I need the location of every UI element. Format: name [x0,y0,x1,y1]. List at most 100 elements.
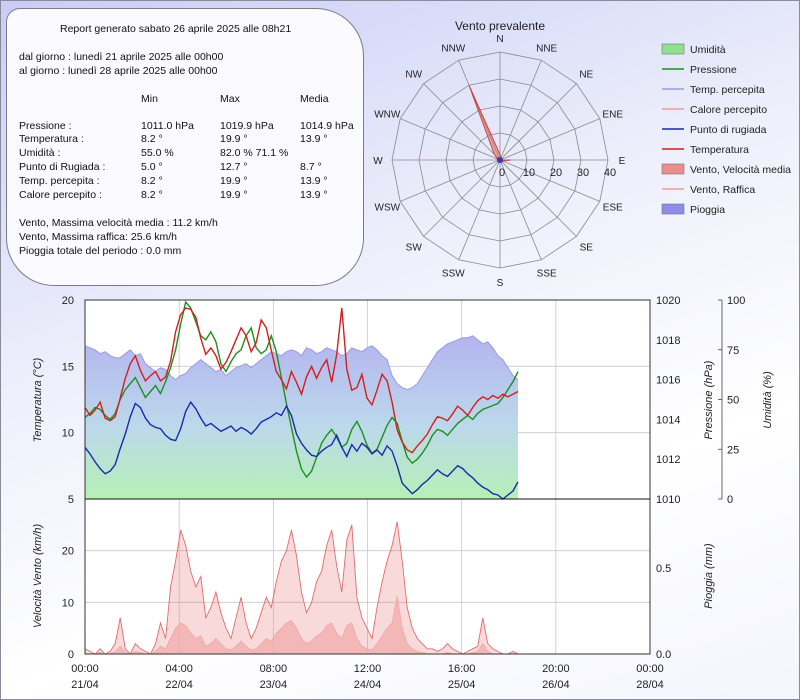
rose-direction-label: WSW [375,203,401,214]
rose-direction-label: WNW [374,109,401,120]
x-tick-time: 16:00 [448,663,476,675]
row-avg: 1014.9 hPa [300,120,354,132]
legend-swatch [661,163,685,175]
rose-direction-label: SSW [442,269,465,280]
x-tick-date: 23/04 [260,679,288,691]
legend-label: Pioggia [690,204,725,216]
summary-panel: Report generato sabato 26 aprile 2025 al… [6,8,364,286]
row-min: 1011.0 hPa [141,120,194,132]
legend-label: Vento, Raffica [690,184,755,196]
row-min: 8.2 ° [141,133,163,145]
row-label: Temp. percepita : [19,175,100,187]
rose-direction-label: SE [580,242,594,253]
x-tick-date: 26/04 [542,679,570,691]
row-min: 8.2 ° [141,189,163,201]
y-tick-wind: 20 [62,546,74,558]
rose-spoke [499,118,600,161]
rose-spoke [499,159,577,237]
row-label: Temperatura : [19,133,84,145]
rose-direction-label: ESE [603,203,623,214]
row-max: 82.0 % 71.1 % [220,147,289,159]
row-label: Punto di Rugiada : [19,161,106,173]
rose-spoke [423,83,501,161]
report-from: dal giorno : lunedì 21 aprile 2025 alle … [19,51,224,63]
y-axis-label-humidity: Umidità (%) [762,371,774,429]
wind-gust-line [84,521,519,655]
x-tick-time: 08:00 [260,663,288,675]
summary-wind-avg: Vento, Massima velocità media : 11.2 km/… [19,217,218,229]
humidity-area [85,335,518,499]
row-avg: 13.9 ° [300,189,328,201]
rose-radial-tick: 40 [604,167,616,179]
row-label: Calore percepito : [19,189,102,201]
legend-label: Temperatura [690,144,749,156]
rose-direction-label: NW [405,70,422,81]
y-tick-humidity: 0 [727,494,733,506]
y-axis-label-temperature: Temperatura (°C) [32,357,44,442]
legend-label: Umidità [690,44,726,56]
row-min: 55.0 % [141,147,174,159]
rose-spoke [499,159,542,260]
y-axis-label-wind: Velocità Vento (km/h) [32,523,44,628]
summary-wind-gust: Vento, Massima raffica: 25.6 km/h [19,231,177,243]
row-avg: 8.7 ° [300,161,322,173]
rose-radial-tick: 30 [577,167,589,179]
y-tick-temperature: 5 [68,494,74,506]
rose-spoke [499,83,577,161]
legend-label: Vento, Velocità media [690,164,791,176]
header-avg: Media [300,93,329,105]
x-tick-date: 22/04 [165,679,193,691]
y-tick-rain: 0.0 [656,649,671,661]
row-max: 19.9 ° [220,175,248,187]
wind-gust-area [85,521,518,654]
rose-direction-label: SW [406,242,423,253]
y-tick-rain: 0.5 [656,563,671,575]
rose-direction-label: NNE [536,43,557,54]
rose-radial-tick: 10 [523,167,535,179]
rose-spoke [458,159,501,260]
legend-swatch [661,43,685,55]
x-tick-time: 12:00 [354,663,382,675]
temperature-line [84,307,519,454]
wind-average-line [85,596,518,655]
rose-radial-tick: 0 [499,167,505,179]
rose-direction-label: SSE [537,269,557,280]
x-tick-time: 00:00 [636,663,664,675]
report-to: al giorno : lunedì 28 aprile 2025 alle 0… [19,65,218,77]
rose-spoke [400,118,501,161]
y-axis-label-pressure: Pressione (hPa) [703,360,715,439]
y-tick-humidity: 100 [727,295,745,307]
y-tick-temperature: 20 [62,295,74,307]
legend-label: Temp. percepita [690,84,765,96]
y-tick-temperature: 10 [62,428,74,440]
x-tick-date: 25/04 [448,679,476,691]
y-tick-pressure: 1018 [656,335,680,347]
row-min: 8.2 ° [141,175,163,187]
row-max: 12.7 ° [220,161,248,173]
row-label: Umidità : [19,147,61,159]
header-min: Min [141,93,158,105]
y-tick-pressure: 1016 [656,375,680,387]
row-avg: 13.9 ° [300,175,328,187]
x-tick-date: 21/04 [71,679,99,691]
header-max: Max [220,93,240,105]
rose-direction-label: NE [579,70,593,81]
y-tick-humidity: 50 [727,395,739,407]
rose-center-marker [497,157,503,163]
y-tick-pressure: 1020 [656,295,680,307]
rose-radial-tick: 20 [550,167,562,179]
row-label: Pressione : [19,120,72,132]
y-tick-humidity: 25 [727,444,739,456]
legend-swatch [661,203,685,215]
x-tick-time: 00:00 [71,663,99,675]
y-tick-temperature: 15 [62,361,74,373]
rose-spoke [423,159,501,237]
x-tick-date: 28/04 [636,679,664,691]
y-tick-humidity: 75 [727,345,739,357]
rose-spoke [499,60,542,161]
rose-direction-label: W [373,156,383,167]
rose-direction-label: E [619,156,626,167]
